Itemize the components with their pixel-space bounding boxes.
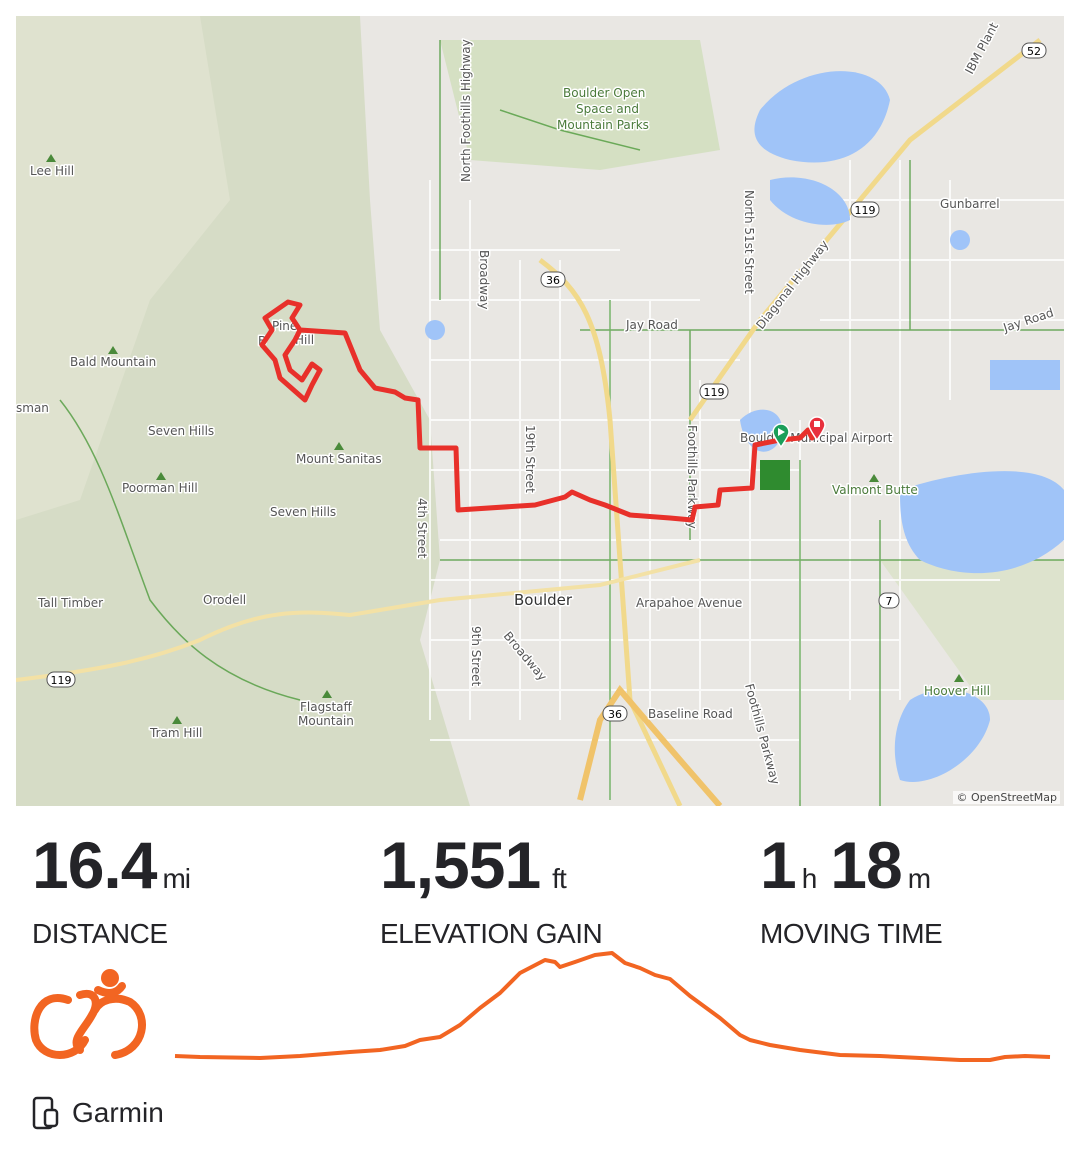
elevation-label: ELEVATION GAIN <box>380 918 603 949</box>
device-name: Garmin <box>72 1097 164 1128</box>
label-seven-hills: Seven Hills <box>270 505 336 519</box>
cycling-icon <box>30 969 146 1059</box>
label-broadway: Broadway <box>477 250 491 309</box>
label-seven-hills: Seven Hills <box>148 424 214 438</box>
shield-7: 7 <box>886 595 893 608</box>
label-flagstaff-mountain: Mountain <box>298 714 354 728</box>
label-bald-mountain: Bald Mountain <box>70 355 156 369</box>
shield-119: 119 <box>51 674 72 687</box>
label-jay-road: Jay Road <box>625 318 678 332</box>
distance-unit: mi <box>162 863 191 894</box>
label-mount-sanitas: Mount Sanitas <box>296 452 382 466</box>
label-sman: sman <box>16 401 49 415</box>
label-valmont-butte: Valmont Butte <box>832 483 918 497</box>
stat-moving-time: 1 h 18 m MOVING TIME <box>760 828 943 950</box>
route-shields: 36 36 119 119 119 52 7 <box>46 42 1047 722</box>
label-north-51st-street: North 51st Street <box>742 190 756 294</box>
shield-119: 119 <box>704 386 725 399</box>
label-orodell: Orodell <box>203 593 246 607</box>
label-9th-street: 9th Street <box>469 626 483 687</box>
hours-value: 1 <box>760 828 797 902</box>
hours-unit: h <box>801 863 818 894</box>
device-icon <box>32 1096 59 1130</box>
label-baseline-road: Baseline Road <box>648 707 733 721</box>
label-4th-street: 4th Street <box>415 498 429 559</box>
peak-icons <box>46 154 964 724</box>
device-info: Garmin <box>32 1096 164 1130</box>
shield-36: 36 <box>608 708 622 721</box>
elevation-profile <box>174 951 1051 1062</box>
route-map[interactable]: Lee Hill Bald Mountain sman Seven Hills … <box>16 16 1064 806</box>
label-open-space: Boulder Open <box>563 86 645 100</box>
label-flagstaff: Flagstaff <box>300 700 353 714</box>
elevation-value: 1,551 <box>380 828 541 902</box>
diagonal-highway <box>687 38 1042 422</box>
stat-elevation-gain: 1,551 ft ELEVATION GAIN <box>380 828 603 950</box>
label-foothills-parkway: Foothills Parkway <box>685 425 699 529</box>
lakes <box>425 71 1064 782</box>
stat-distance: 16.4 mi DISTANCE <box>32 828 191 950</box>
elevation-unit: ft <box>552 863 567 894</box>
distance-label: DISTANCE <box>32 918 168 949</box>
activity-graphics <box>30 951 1051 1062</box>
label-hoover-hill: Hoover Hill <box>924 684 990 698</box>
open-space-area <box>440 40 720 170</box>
label-arapahoe-avenue: Arapahoe Avenue <box>636 596 742 610</box>
label-poorman-hill: Poorman Hill <box>122 481 198 495</box>
moving-time-label: MOVING TIME <box>760 918 943 949</box>
label-tall-timber: Tall Timber <box>37 596 103 610</box>
shield-52: 52 <box>1027 45 1041 58</box>
label-gunbarrel: Gunbarrel <box>940 197 1000 211</box>
minutes-value: 18 <box>830 828 902 902</box>
map-attribution[interactable]: © OpenStreetMap <box>953 791 1060 804</box>
label-boulder: Boulder <box>514 591 573 609</box>
distance-value: 16.4 <box>32 828 157 902</box>
start-marker-icon <box>772 423 790 449</box>
label-19th-street: 19th Street <box>523 425 537 493</box>
label-lee-hill: Lee Hill <box>30 164 74 178</box>
shield-119: 119 <box>855 204 876 217</box>
trails <box>59 40 1064 806</box>
minutes-unit: m <box>907 863 931 894</box>
end-marker-icon <box>808 416 826 442</box>
label-north-foothills-highway: North Foothills Highway <box>459 39 473 182</box>
label-open-space: Space and <box>576 102 639 116</box>
map-canvas: Lee Hill Bald Mountain sman Seven Hills … <box>16 16 1064 806</box>
label-open-space: Mountain Parks <box>557 118 649 132</box>
shield-36: 36 <box>546 274 560 287</box>
label-tram-hill: Tram Hill <box>149 726 202 740</box>
